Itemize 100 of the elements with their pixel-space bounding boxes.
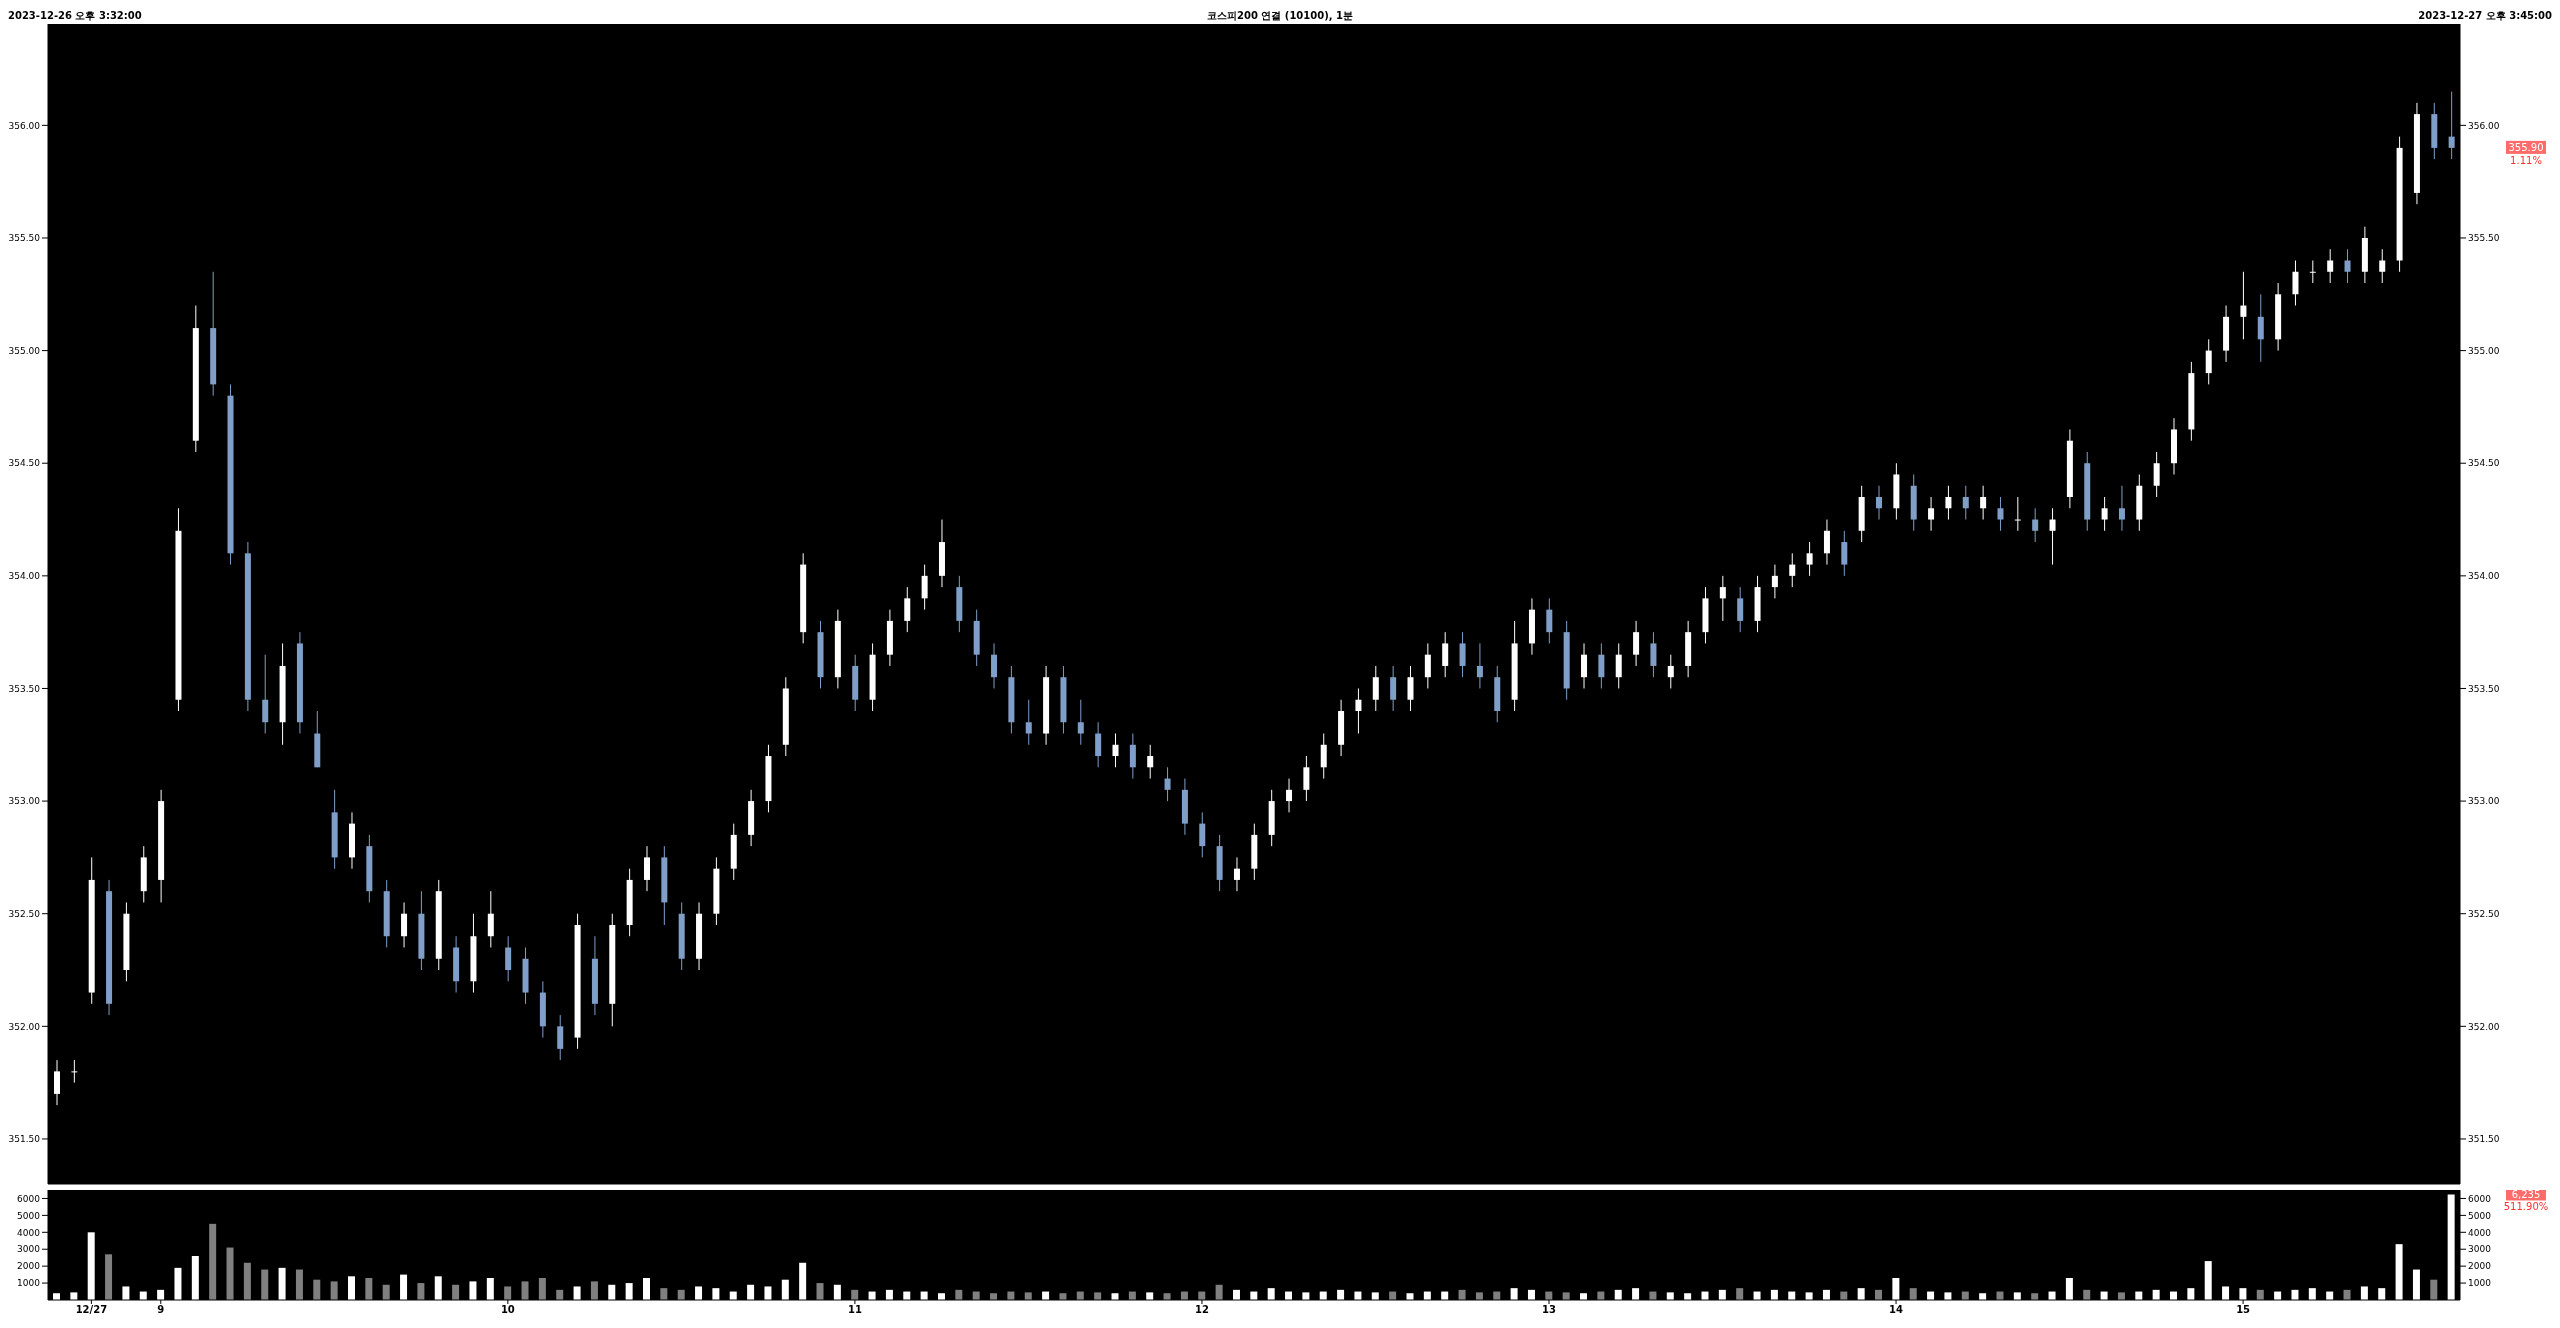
bar [243, 1262, 251, 1300]
bar [573, 1286, 581, 1300]
candlestick [2014, 496, 2021, 532]
bar [799, 1262, 807, 1300]
bar [400, 1274, 408, 1300]
candlestick [1286, 778, 1293, 813]
category-label: 12/27 [75, 1304, 108, 1316]
bar [538, 1278, 546, 1300]
bar [261, 1269, 269, 1300]
bar [2065, 1278, 2073, 1300]
candlestick [921, 564, 928, 611]
y2-tick-label: 353.50 [2468, 683, 2500, 694]
candlestick [1633, 620, 1640, 667]
candlestick [2344, 248, 2351, 284]
bar [1944, 1292, 1952, 1300]
bar [1805, 1292, 1813, 1300]
candlestick [1789, 552, 1796, 588]
bar [452, 1284, 460, 1300]
bar [660, 1288, 668, 1300]
candlestick [1164, 766, 1171, 802]
bar [209, 1223, 217, 1300]
y-tick-label: 352.00 [8, 1021, 41, 1032]
bar [347, 1276, 355, 1300]
candlestick [1876, 485, 1883, 521]
bar [122, 1286, 130, 1300]
category-label: 13 [1542, 1304, 1556, 1316]
y-tick-label: 3000 [17, 1244, 41, 1255]
candlestick [1095, 721, 1102, 768]
category-label: 11 [847, 1304, 862, 1316]
candlestick [2309, 260, 2316, 284]
text: 511.90% [2503, 1201, 2549, 1213]
bar [504, 1286, 512, 1300]
chart-title: 코스피200 연결 (10100), 1분 [1206, 9, 1353, 23]
candlestick [2153, 451, 2160, 498]
bar [712, 1288, 720, 1300]
candlestick [1737, 586, 1744, 633]
candlestick [904, 586, 911, 633]
candlestick [1372, 665, 1379, 712]
y2-tick-label: 3000 [2468, 1244, 2492, 1255]
bar [695, 1286, 703, 1300]
y-tick-label: 2000 [17, 1261, 41, 1272]
candlestick [1424, 642, 1431, 689]
candlestick [1928, 496, 1935, 532]
candlestick [401, 901, 408, 948]
y-tick-label: 354.00 [8, 571, 41, 582]
candlestick [262, 654, 269, 735]
y2-tick-label: 351.50 [2468, 1134, 2500, 1145]
bar [330, 1281, 338, 1300]
bar [2412, 1269, 2420, 1300]
bar [590, 1281, 598, 1300]
candlestick [1147, 744, 1154, 780]
candlestick [1320, 733, 1327, 780]
candlestick [2327, 248, 2334, 284]
bar [2430, 1279, 2438, 1300]
candlestick [1546, 597, 1553, 644]
bar [1475, 1292, 1483, 1300]
bar [313, 1279, 321, 1300]
y2-tick-label: 5000 [2468, 1210, 2492, 1221]
candlestick [1667, 654, 1674, 689]
bar [608, 1284, 616, 1300]
text: 2023-12-27 오후 3:45:00 [2418, 9, 2552, 23]
bar [816, 1283, 824, 1300]
bar [1371, 1292, 1379, 1300]
bar [2204, 1261, 2212, 1300]
bar [1024, 1292, 1032, 1300]
candlestick [2205, 338, 2212, 385]
bar [226, 1247, 234, 1300]
category-label: 10 [500, 1304, 515, 1316]
bar [2187, 1288, 2195, 1300]
bar [2308, 1288, 2316, 1300]
candlestick [1771, 564, 1778, 599]
candlestick [991, 642, 998, 689]
candlestick [1962, 485, 1969, 521]
bar [781, 1279, 789, 1300]
candlestick [1407, 665, 1414, 712]
y-tick-label: 4000 [17, 1227, 41, 1238]
text: 6,235 [2511, 1188, 2541, 1200]
candlestick [1598, 642, 1605, 689]
candlestick [2049, 507, 2056, 566]
y2-tick-label: 356.00 [2468, 120, 2500, 131]
bar [1892, 1278, 1900, 1300]
candlestick [2292, 260, 2299, 307]
bar [2360, 1286, 2368, 1300]
bar [2222, 1286, 2230, 1300]
bar [2013, 1292, 2021, 1300]
bar [1146, 1292, 1154, 1300]
y2-tick-label: 352.00 [2468, 1021, 2500, 1032]
bar [469, 1281, 477, 1300]
bar [191, 1256, 199, 1300]
bar [105, 1254, 113, 1300]
bar [1909, 1288, 1917, 1300]
bar [625, 1283, 633, 1300]
candlestick [54, 1059, 60, 1106]
candlestick [1112, 733, 1119, 768]
bar [1094, 1292, 1102, 1300]
bar [1510, 1288, 1518, 1300]
candlestick [71, 1059, 78, 1084]
bar [417, 1283, 425, 1300]
candlestick [1459, 631, 1466, 678]
y2-tick-label: 6000 [2468, 1193, 2492, 1204]
